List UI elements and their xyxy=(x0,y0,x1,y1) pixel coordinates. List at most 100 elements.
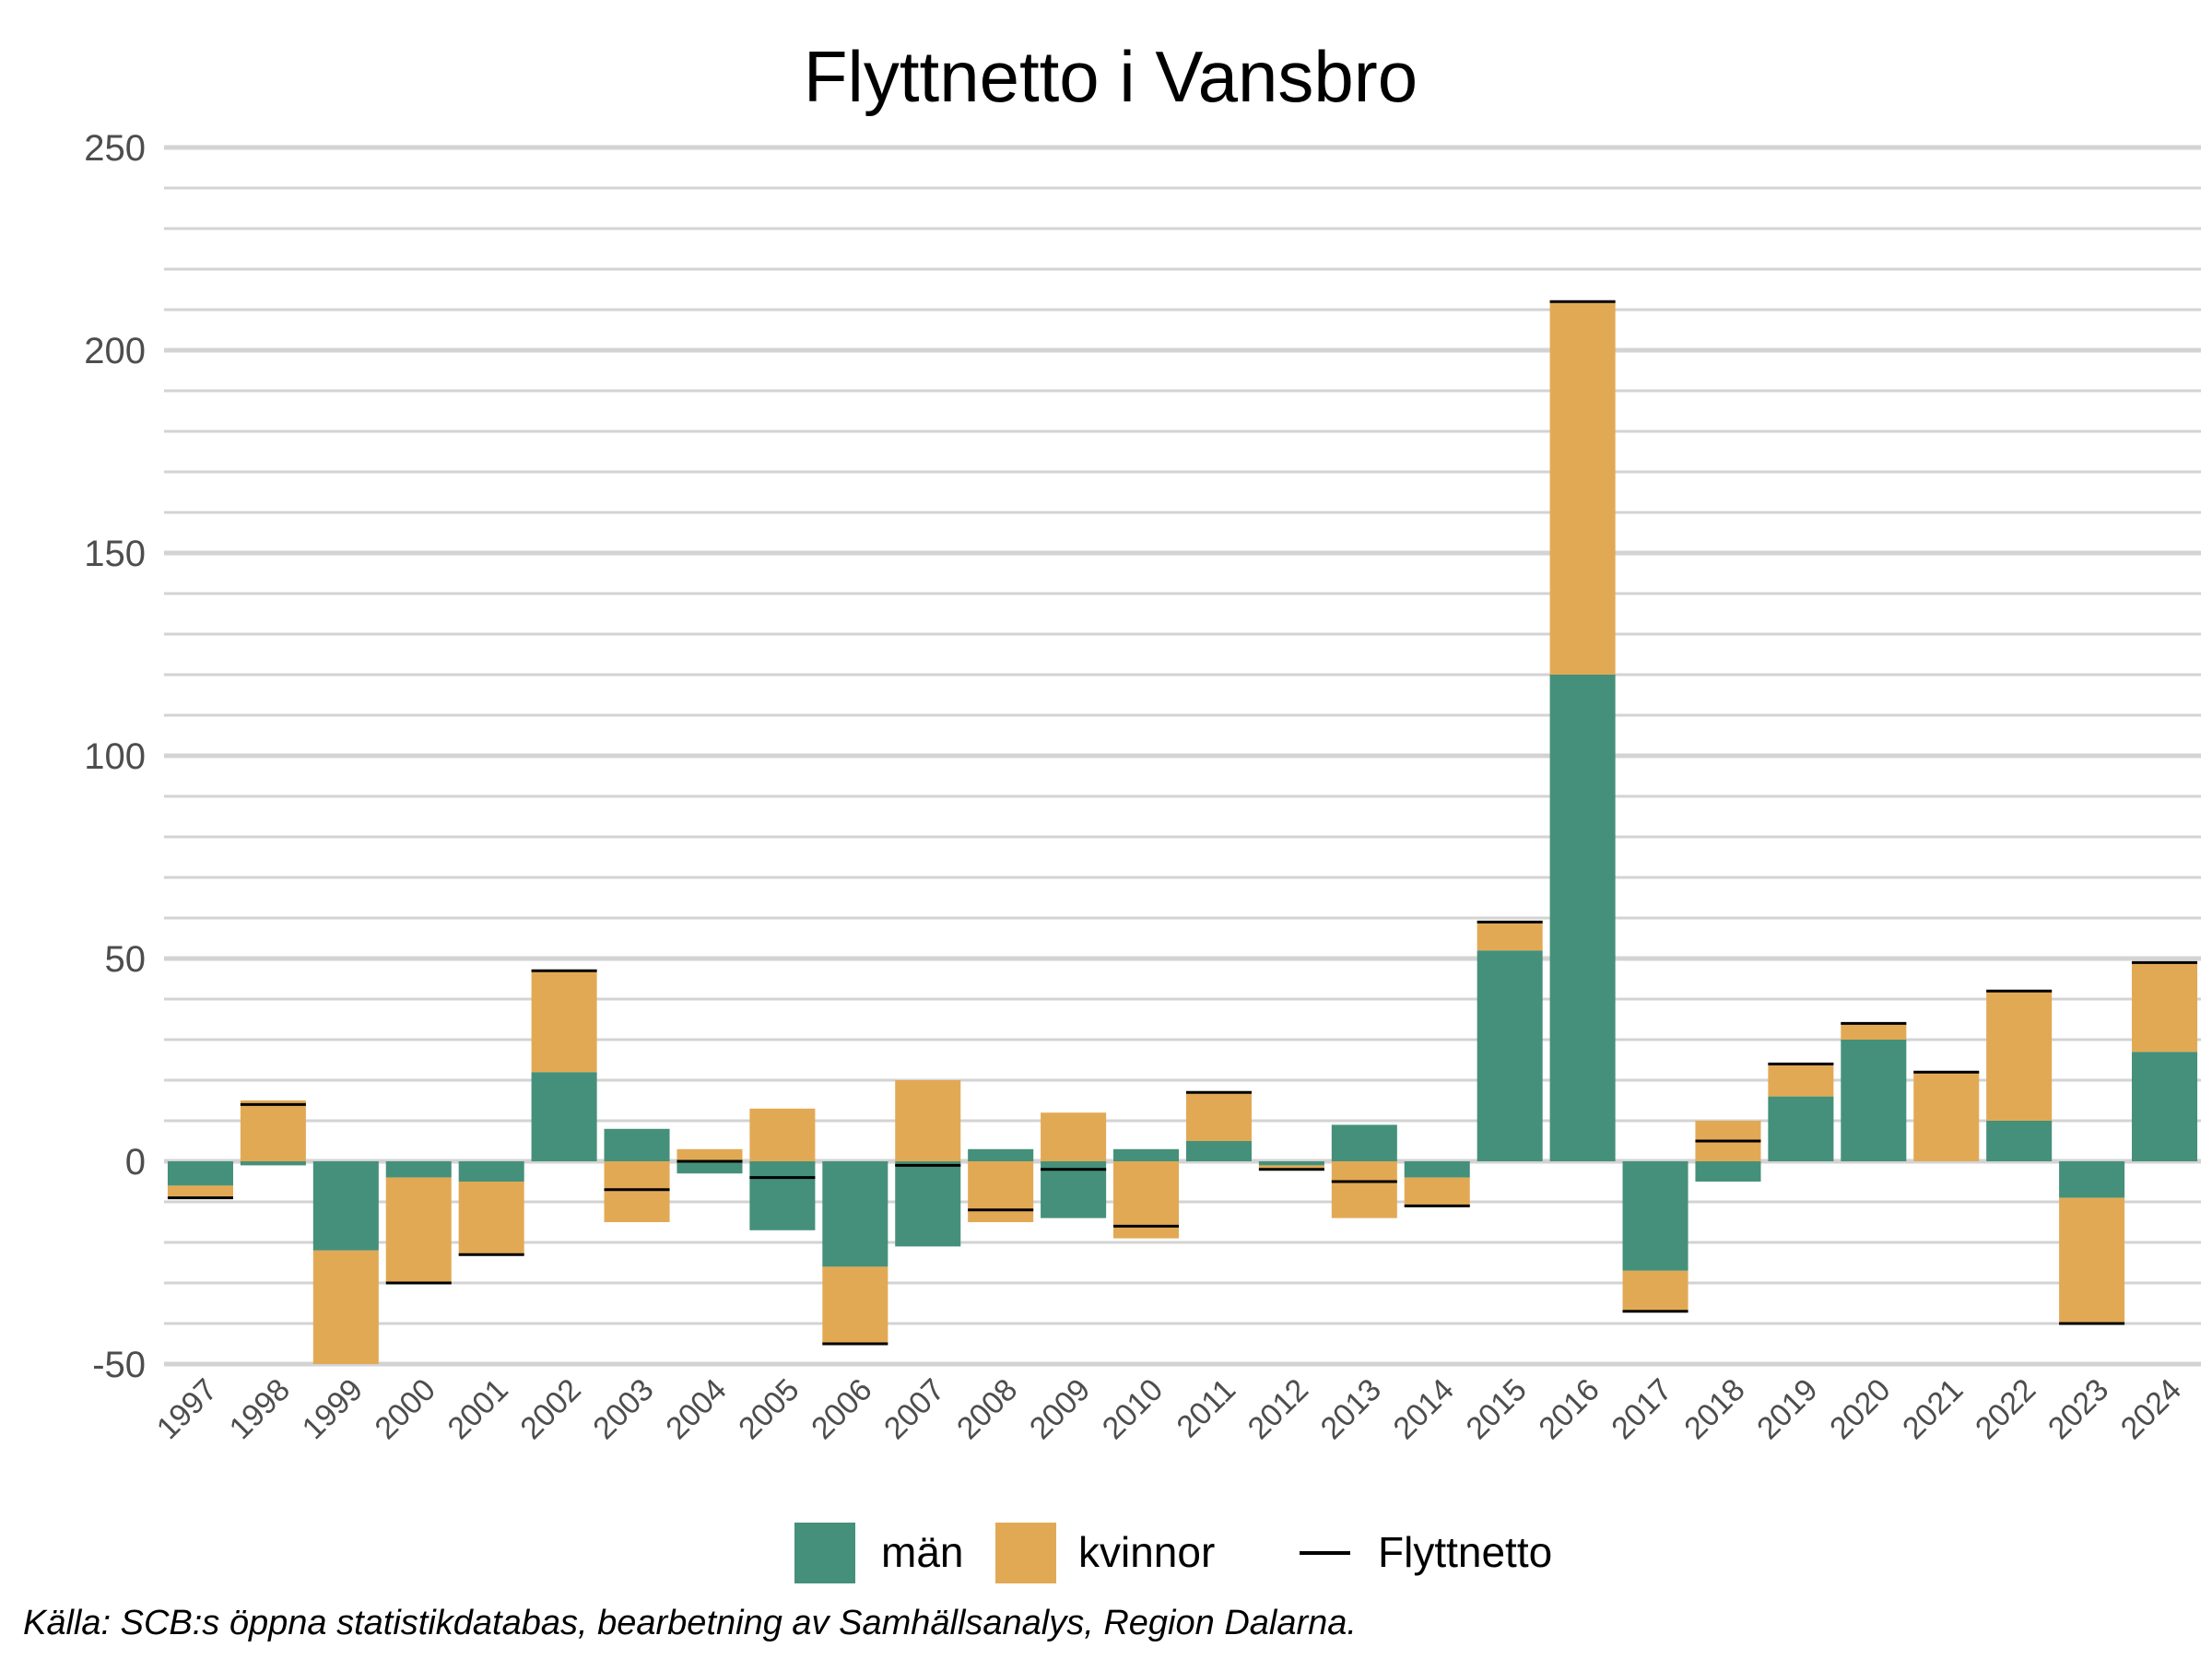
chart-title: Flyttnetto i Vansbro xyxy=(804,36,1418,117)
legend-label-kvinnor: kvinnor xyxy=(1078,1528,1215,1576)
bar-man-2024 xyxy=(2132,1052,2198,1161)
bar-kvinnor-2006 xyxy=(822,1266,888,1344)
bar-kvinnor-2019 xyxy=(1768,1064,1834,1097)
x-tick-label: 2019 xyxy=(1750,1372,1824,1446)
x-tick-label: 2005 xyxy=(732,1372,806,1446)
bar-kvinnor-2009 xyxy=(1041,1112,1107,1161)
x-tick-label: 2017 xyxy=(1605,1372,1678,1446)
bar-man-2006 xyxy=(822,1161,888,1267)
x-tick-label: 2007 xyxy=(877,1372,951,1446)
x-tick-label: 2022 xyxy=(1969,1372,2042,1446)
bar-man-2002 xyxy=(531,1072,597,1161)
bar-kvinnor-2014 xyxy=(1404,1177,1470,1206)
x-tick-label: 2020 xyxy=(1823,1372,1897,1446)
x-tick-label: 2004 xyxy=(659,1372,733,1446)
legend: män kvinnor Flyttnetto xyxy=(794,1523,1552,1583)
x-tick-label: 2018 xyxy=(1677,1372,1751,1446)
x-tick-label: 2010 xyxy=(1096,1372,1170,1446)
y-tick-label: 200 xyxy=(84,331,146,371)
y-tick-label: 150 xyxy=(84,534,146,574)
bar-man-2005 xyxy=(749,1161,816,1230)
x-tick-label: 2000 xyxy=(369,1372,442,1446)
bar-kvinnor-2008 xyxy=(968,1161,1034,1222)
bar-man-2017 xyxy=(1622,1161,1688,1271)
bar-kvinnor-2004 xyxy=(677,1148,743,1161)
bar-kvinnor-2013 xyxy=(1331,1161,1397,1218)
bar-kvinnor-2012 xyxy=(1258,1165,1324,1170)
x-tick-label: 2006 xyxy=(805,1372,878,1446)
bars xyxy=(167,301,2198,1364)
y-axis: -50 0 50 100 150 200 250 xyxy=(84,128,146,1385)
bar-kvinnor-2020 xyxy=(1841,1023,1907,1040)
bar-man-2023 xyxy=(2059,1161,2125,1198)
bar-man-2014 xyxy=(1404,1161,1470,1178)
bar-man-2000 xyxy=(385,1161,452,1178)
bar-kvinnor-2001 xyxy=(458,1182,524,1255)
legend-swatch-man xyxy=(794,1523,855,1583)
bar-kvinnor-2017 xyxy=(1622,1270,1688,1312)
x-tick-label: 2013 xyxy=(1314,1372,1388,1446)
y-tick-label: 250 xyxy=(84,128,146,169)
x-tick-label: 1999 xyxy=(296,1372,370,1446)
x-tick-label: 2003 xyxy=(586,1372,660,1446)
bar-kvinnor-2007 xyxy=(895,1080,961,1161)
legend-label-flyttnetto: Flyttnetto xyxy=(1378,1528,1552,1576)
x-tick-label: 2023 xyxy=(2041,1372,2115,1446)
bar-kvinnor-2023 xyxy=(2059,1197,2125,1324)
bar-man-2019 xyxy=(1768,1096,1834,1161)
bar-man-2015 xyxy=(1477,950,1543,1161)
x-axis: 1997199819992000200120022003200420052006… xyxy=(150,1372,2188,1446)
bar-man-1997 xyxy=(167,1161,233,1186)
bar-kvinnor-2015 xyxy=(1477,922,1543,951)
x-tick-label: 2016 xyxy=(1532,1372,1606,1446)
y-tick-label: 50 xyxy=(105,939,147,980)
bar-kvinnor-2005 xyxy=(749,1108,816,1161)
y-tick-label: 0 xyxy=(125,1142,146,1182)
x-tick-label: 2008 xyxy=(950,1372,1024,1446)
x-tick-label: 2024 xyxy=(2114,1372,2188,1446)
bar-man-2008 xyxy=(968,1148,1034,1161)
x-tick-label: 2009 xyxy=(1023,1372,1097,1446)
x-tick-label: 1998 xyxy=(223,1372,297,1446)
bar-kvinnor-2003 xyxy=(604,1161,670,1222)
legend-label-man: män xyxy=(881,1528,963,1576)
bar-kvinnor-2024 xyxy=(2132,962,2198,1053)
bar-man-2010 xyxy=(1113,1148,1180,1161)
bar-man-2012 xyxy=(1258,1161,1324,1166)
bar-man-2022 xyxy=(1986,1121,2053,1161)
x-tick-label: 2021 xyxy=(1896,1372,1970,1446)
bar-man-2007 xyxy=(895,1161,961,1247)
x-tick-label: 2014 xyxy=(1387,1372,1461,1446)
bar-man-2020 xyxy=(1841,1040,1907,1161)
bar-kvinnor-2021 xyxy=(1913,1072,1980,1161)
bar-man-2003 xyxy=(604,1128,670,1161)
x-tick-label: 2002 xyxy=(513,1372,587,1446)
x-tick-label: 2011 xyxy=(1171,1372,1243,1445)
x-tick-label: 2001 xyxy=(441,1372,514,1446)
bar-kvinnor-1997 xyxy=(167,1185,233,1198)
bar-man-2013 xyxy=(1331,1124,1397,1161)
legend-swatch-kvinnor xyxy=(995,1523,1056,1583)
bar-kvinnor-2011 xyxy=(1185,1092,1252,1141)
x-tick-label: 2015 xyxy=(1459,1372,1533,1446)
bar-kvinnor-1999 xyxy=(312,1250,379,1364)
x-tick-label: 1997 xyxy=(150,1372,224,1446)
bar-man-2004 xyxy=(677,1161,743,1174)
bar-kvinnor-1998 xyxy=(240,1100,306,1161)
bar-kvinnor-2002 xyxy=(531,971,597,1073)
x-tick-label: 2012 xyxy=(1241,1372,1315,1446)
bar-kvinnor-2022 xyxy=(1986,991,2053,1121)
bar-kvinnor-2000 xyxy=(385,1177,452,1283)
source-caption: Källa: SCB:s öppna statistikdatabas, bea… xyxy=(23,1604,1357,1642)
bar-man-2018 xyxy=(1695,1161,1761,1182)
bar-man-1998 xyxy=(240,1161,306,1166)
bar-man-2016 xyxy=(1549,675,1616,1161)
bar-man-1999 xyxy=(312,1161,379,1251)
bar-man-2001 xyxy=(458,1161,524,1182)
y-tick-label: 100 xyxy=(84,736,146,777)
bar-man-2011 xyxy=(1185,1141,1252,1161)
net-markers xyxy=(167,300,2198,1346)
bar-kvinnor-2016 xyxy=(1549,301,1616,675)
y-tick-label: -50 xyxy=(92,1345,146,1385)
